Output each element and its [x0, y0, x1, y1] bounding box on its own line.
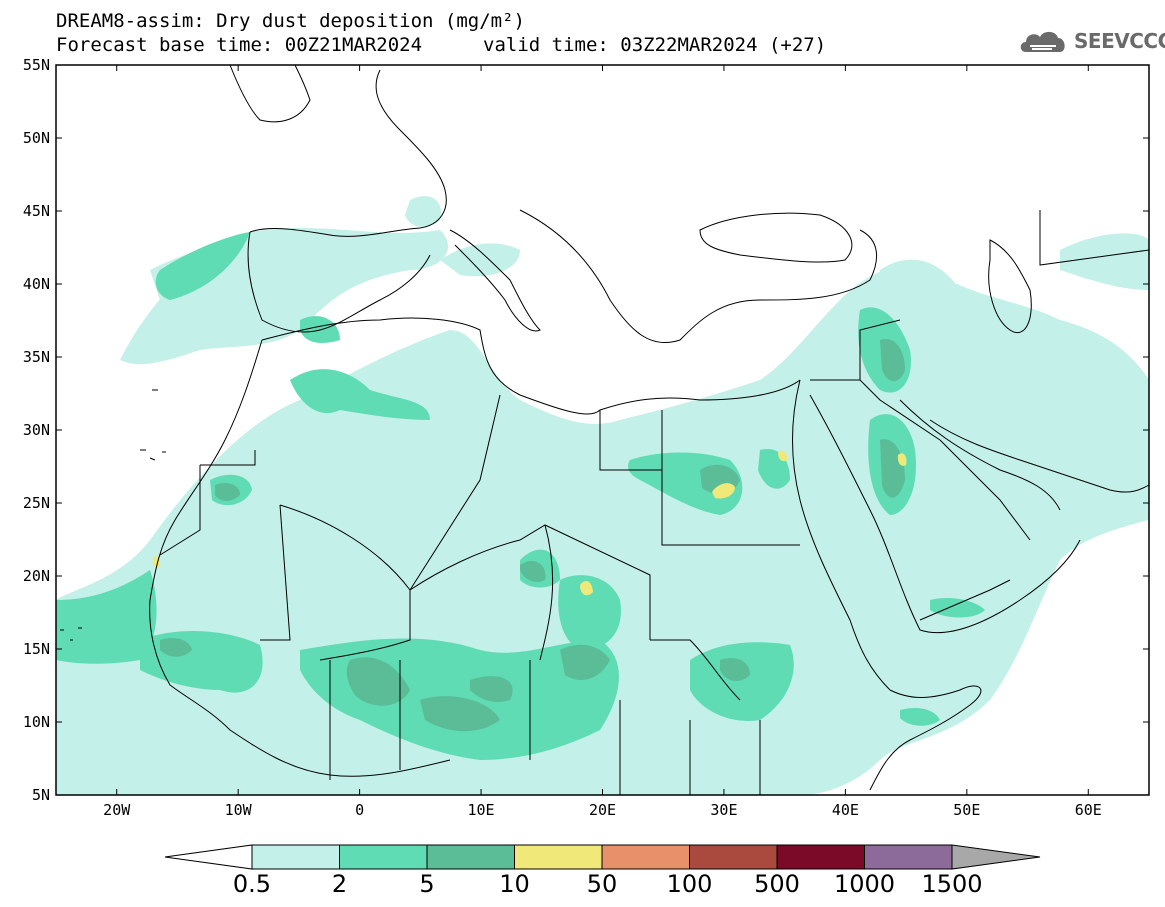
lat-label: 15N [23, 640, 50, 658]
lat-label: 55N [23, 56, 50, 74]
latitude-labels: 55N 50N 45N 40N 35N 30N 25N 20N 15N 10N 5N [23, 56, 50, 804]
colorbar-box [339, 844, 428, 870]
lon-label: 40E [832, 801, 859, 819]
colorbar-label: 1500 [921, 870, 982, 898]
colorbar-box [426, 844, 515, 870]
colorbar: 0.5 2 5 10 50 100 500 1000 1500 [164, 844, 1041, 898]
colorbar-box [251, 844, 340, 870]
lon-label: 60E [1075, 801, 1102, 819]
colorbar-box [776, 844, 865, 870]
lat-label: 25N [23, 494, 50, 512]
lat-label: 40N [23, 275, 50, 293]
map-plot-area [55, 64, 1150, 796]
longitude-labels: 20W 10W 0 10E 20E 30E 40E 50E 60E [103, 801, 1102, 819]
colorbar-label: 2 [332, 870, 347, 898]
lat-label: 35N [23, 348, 50, 366]
dust-level-5-areas [160, 339, 905, 732]
lat-label: 10N [23, 713, 50, 731]
lat-label: 5N [32, 786, 50, 804]
colorbar-label: 500 [754, 870, 800, 898]
lon-label: 50E [953, 801, 980, 819]
lon-label: 20W [103, 801, 131, 819]
colorbar-label: 0.5 [233, 870, 271, 898]
colorbar-box [864, 844, 953, 870]
colorbar-label: 50 [587, 870, 618, 898]
colorbar-label: 10 [499, 870, 530, 898]
colorbar-boxes [251, 844, 953, 870]
colorbar-high-arrow [951, 844, 1041, 870]
lon-label: 10W [225, 801, 253, 819]
map-title: DREAM8-assim: Dry dust deposition (mg/m²… [56, 10, 525, 32]
lat-label: 30N [23, 421, 50, 439]
colorbar-box [601, 844, 690, 870]
colorbar-label: 5 [419, 870, 434, 898]
lon-label: 30E [710, 801, 737, 819]
colorbar-box [514, 844, 603, 870]
cloud-logo-icon [1020, 31, 1065, 52]
lon-label: 0 [355, 801, 364, 819]
coastlines-and-borders [60, 64, 1150, 795]
valid-time: valid time: 03Z22MAR2024 (+27) [483, 34, 827, 56]
seevccc-logo: SEEVCCC [1018, 26, 1165, 56]
colorbar-low-arrow [164, 844, 253, 870]
lon-label: 10E [468, 801, 495, 819]
lat-label: 45N [23, 202, 50, 220]
colorbar-labels: 0.5 2 5 10 50 100 500 1000 1500 [233, 870, 983, 898]
colorbar-label: 1000 [834, 870, 895, 898]
lat-label: 50N [23, 129, 50, 147]
forecast-base-time: Forecast base time: 00Z21MAR2024 [56, 34, 423, 56]
logo-text: SEEVCCC [1074, 29, 1165, 53]
lon-label: 20E [589, 801, 616, 819]
lat-label: 20N [23, 567, 50, 585]
colorbar-box [689, 844, 778, 870]
axis-ticks [56, 64, 1149, 796]
colorbar-label: 100 [667, 870, 713, 898]
